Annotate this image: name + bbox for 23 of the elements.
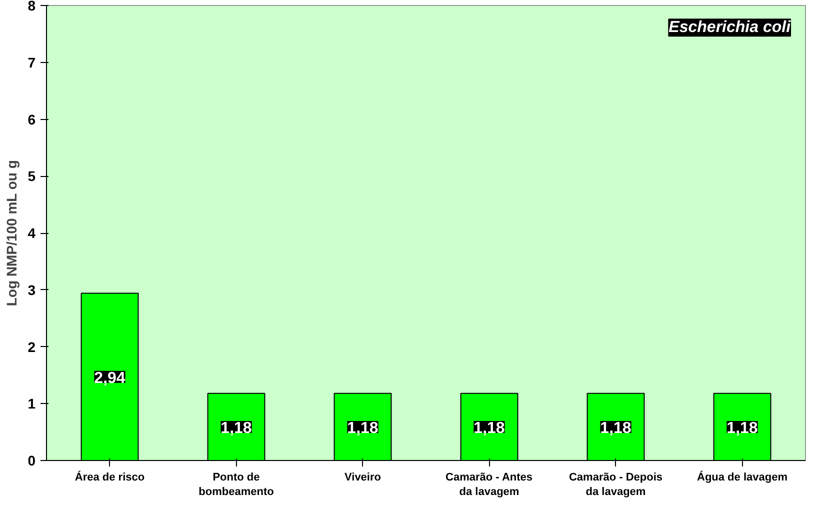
y-tick-label: 6 (28, 111, 36, 128)
x-tick-label: Camarão - Depois da lavagem (568, 472, 663, 498)
x-tick-label: Área de risco (74, 470, 145, 484)
y-tick-label: 7 (28, 54, 36, 70)
y-axis-title: Log NMP/100 mL ou g (4, 160, 20, 306)
data-label: 2,94 (94, 370, 126, 387)
text: Escherichia coli (668, 19, 792, 36)
y-tick-label: 1 (28, 396, 36, 412)
data-label: 1,18 (347, 420, 378, 437)
x-tick-label: Água de lavagem (697, 470, 788, 484)
data-label: 1,18 (726, 420, 758, 437)
data-label: 1,18 (600, 420, 632, 437)
x-tick-label: Viveiro (344, 472, 382, 484)
data-label: 1,18 (474, 420, 505, 437)
y-tick-label: 5 (28, 168, 36, 184)
x-tick-label: Ponto de bombeamento (198, 472, 274, 498)
y-tick-label: 0 (28, 452, 36, 468)
x-tick-label: Camarão - Antes da lavagem (446, 472, 533, 498)
y-tick-label: 2 (28, 338, 36, 355)
y-tick-label: 4 (28, 225, 36, 241)
data-label: 1,18 (220, 420, 252, 437)
y-tick-label: 8 (28, 0, 36, 14)
y-tick-label: 3 (28, 282, 36, 298)
